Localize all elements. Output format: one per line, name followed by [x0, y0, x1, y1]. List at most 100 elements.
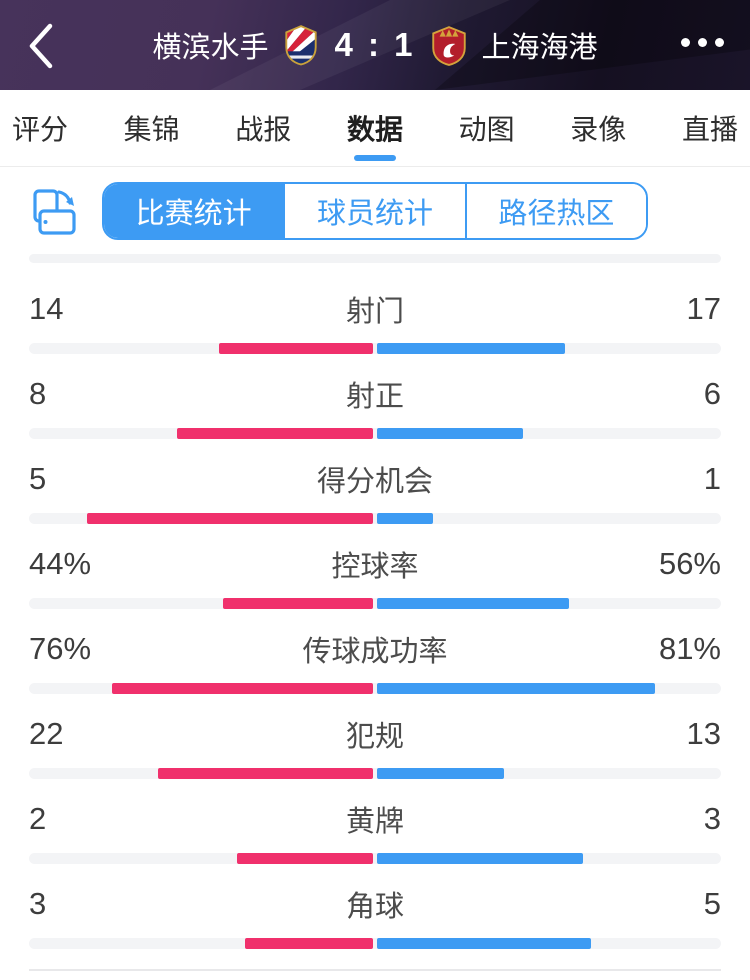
stat-label: 黄牌	[345, 806, 404, 838]
away-team-crest-icon	[431, 26, 466, 66]
active-tab-underline	[353, 155, 396, 161]
stat-bar-track	[29, 428, 721, 439]
stat-value-home: 22	[29, 716, 64, 751]
stat-bar-home	[86, 513, 373, 524]
score: 4 : 1	[334, 26, 416, 63]
stat-label: 角球	[345, 891, 404, 923]
stat-value-away: 81%	[658, 631, 721, 666]
stat-bar-away	[377, 513, 433, 524]
stat-value-away: 6	[703, 376, 721, 411]
stat-row: 14 射门 17	[29, 289, 721, 354]
stat-row: 76% 传球成功率 81%	[29, 629, 721, 694]
stat-bar-track	[29, 938, 721, 949]
bottom-divider	[29, 969, 721, 971]
stat-bar-track	[29, 853, 721, 864]
stat-value-away: 3	[703, 801, 721, 836]
stat-head: 5 得分机会 1	[29, 459, 721, 499]
stat-bar-track	[29, 343, 721, 354]
stat-bar-track	[29, 683, 721, 694]
stat-bar-track	[29, 513, 721, 524]
tab-video[interactable]: 录像	[566, 90, 630, 166]
stat-row: 5 得分机会 1	[29, 459, 721, 524]
tab-highlights[interactable]: 集锦	[120, 90, 184, 166]
stat-bar-track	[29, 768, 721, 779]
stat-label: 控球率	[331, 551, 419, 583]
stat-bar-away	[377, 768, 504, 779]
stat-label: 射正	[345, 381, 404, 413]
stat-row: 8 射正 6	[29, 374, 721, 439]
stats-subtab-section: 比赛统计 球员统计 路径热区	[0, 182, 750, 240]
stat-head: 22 犯规 13	[29, 714, 721, 754]
section-divider-bar	[29, 254, 721, 263]
more-options-icon[interactable]	[681, 38, 724, 47]
stat-value-away: 1	[703, 461, 721, 496]
tab-live[interactable]: 直播	[678, 90, 742, 166]
tab-report[interactable]: 战报	[231, 90, 295, 166]
stat-bar-home	[245, 938, 373, 949]
stat-bar-away	[377, 853, 583, 864]
stat-value-home: 14	[29, 291, 64, 326]
stat-value-home: 2	[29, 801, 47, 836]
stat-bar-home	[236, 853, 373, 864]
stat-bar-home	[157, 768, 373, 779]
stat-value-home: 76%	[29, 631, 92, 666]
stat-value-home: 3	[29, 886, 47, 921]
stat-bar-away	[377, 343, 565, 354]
tab-label: 评分	[12, 114, 69, 145]
away-team-name: 上海海港	[481, 32, 598, 64]
stat-bar-home	[177, 428, 373, 439]
stat-value-away: 5	[703, 886, 721, 921]
stat-value-home: 8	[29, 376, 47, 411]
subtab-label: 路径热区	[498, 198, 615, 230]
stat-bar-track	[29, 598, 721, 609]
tab-label: 录像	[570, 114, 627, 145]
subtab-match-stats[interactable]: 比赛统计	[104, 184, 284, 238]
tab-label: 战报	[235, 114, 292, 145]
home-team-name: 横滨水手	[152, 32, 269, 64]
subtab-label: 比赛统计	[135, 198, 252, 230]
rotate-screen-icon[interactable]	[28, 185, 78, 237]
match-header: 横滨水手 4 : 1 上海海港	[0, 0, 750, 90]
stat-bar-away	[377, 683, 656, 694]
stat-label: 犯规	[345, 721, 404, 753]
stat-bar-away	[377, 428, 524, 439]
tab-data[interactable]: 数据	[343, 90, 407, 166]
stat-label: 得分机会	[316, 466, 433, 498]
stat-head: 2 黄牌 3	[29, 799, 721, 839]
stat-row: 22 犯规 13	[29, 714, 721, 779]
home-team-crest-icon	[285, 25, 318, 66]
stat-row: 44% 控球率 56%	[29, 544, 721, 609]
match-title: 横滨水手 4 : 1 上海海港	[152, 24, 598, 66]
stat-value-home: 5	[29, 461, 47, 496]
stat-head: 14 射门 17	[29, 289, 721, 329]
tab-gifs[interactable]: 动图	[455, 90, 519, 166]
stat-row: 3 角球 5	[29, 884, 721, 949]
stat-value-away: 17	[686, 291, 721, 326]
tab-label: 动图	[458, 114, 515, 145]
stat-bar-away	[377, 598, 569, 609]
stat-label: 射门	[345, 296, 404, 328]
stat-head: 8 射正 6	[29, 374, 721, 414]
subtab-player-stats[interactable]: 球员统计	[283, 184, 465, 238]
match-stats-list: 14 射门 17 8 射正 6 5 得分机会 1 44% 控球率 56% 76% 传球成功率 81% 22 犯规…	[0, 289, 750, 949]
back-icon[interactable]	[24, 22, 58, 70]
stat-label: 传球成功率	[302, 636, 448, 668]
stat-value-away: 13	[686, 716, 721, 751]
stat-bar-home	[218, 343, 373, 354]
stats-segmented-control: 比赛统计 球员统计 路径热区	[102, 182, 648, 240]
tab-label: 集锦	[123, 114, 180, 145]
stat-head: 76% 传球成功率 81%	[29, 629, 721, 669]
stat-bar-away	[377, 938, 592, 949]
stat-head: 44% 控球率 56%	[29, 544, 721, 584]
tab-label: 数据	[346, 114, 403, 145]
stat-value-home: 44%	[29, 546, 92, 581]
stat-bar-home	[112, 683, 373, 694]
stat-head: 3 角球 5	[29, 884, 721, 924]
subtab-label: 球员统计	[316, 198, 433, 230]
stat-value-away: 56%	[658, 546, 721, 581]
tab-rating[interactable]: 评分	[8, 90, 72, 166]
stat-bar-home	[222, 598, 373, 609]
tab-label: 直播	[681, 114, 738, 145]
subtab-path-heatmap[interactable]: 路径热区	[464, 184, 646, 238]
stat-row: 2 黄牌 3	[29, 799, 721, 864]
